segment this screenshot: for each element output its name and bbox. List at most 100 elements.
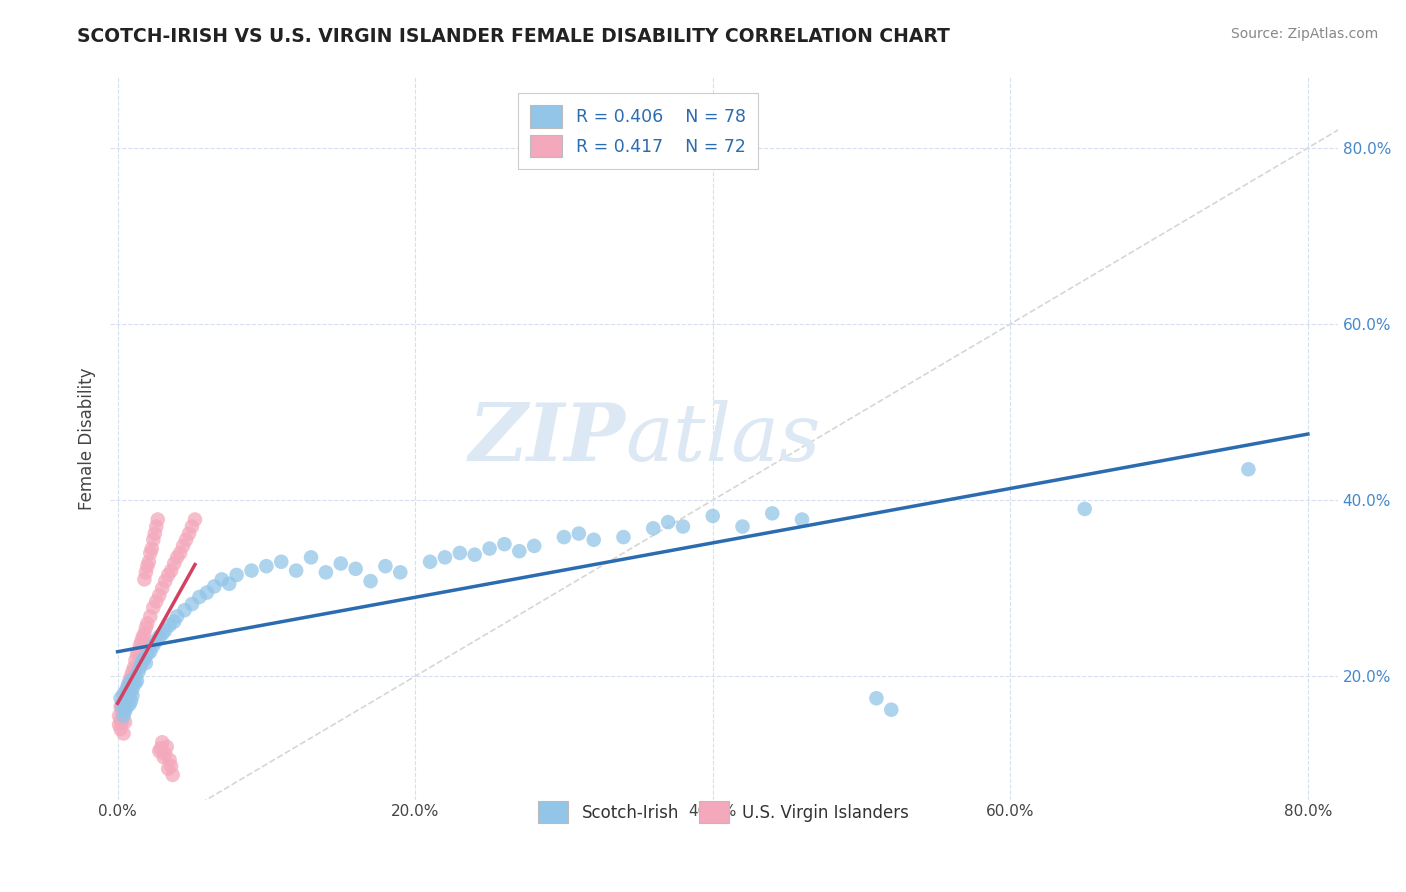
Point xyxy=(136,647,159,661)
Point xyxy=(344,562,367,576)
Point xyxy=(508,544,530,558)
Point xyxy=(612,530,634,544)
Point xyxy=(120,673,142,688)
Point xyxy=(195,585,218,599)
Point xyxy=(761,506,783,520)
Point xyxy=(202,579,225,593)
Point xyxy=(124,653,146,667)
Point xyxy=(138,555,160,569)
Point xyxy=(134,573,156,587)
Point xyxy=(111,714,134,729)
Point xyxy=(131,641,153,656)
Point xyxy=(111,706,134,721)
Point xyxy=(131,634,153,648)
Point xyxy=(110,691,132,706)
Point xyxy=(115,694,138,708)
Point xyxy=(114,705,136,719)
Point xyxy=(117,691,139,706)
Point xyxy=(143,526,166,541)
Point xyxy=(299,550,322,565)
Point xyxy=(124,669,146,683)
Point xyxy=(111,700,134,714)
Point xyxy=(110,713,132,727)
Point xyxy=(114,714,136,729)
Point xyxy=(166,550,188,565)
Point xyxy=(329,557,352,571)
Point xyxy=(218,576,240,591)
Point xyxy=(114,698,136,712)
Point xyxy=(108,717,131,731)
Point xyxy=(155,574,177,588)
Point xyxy=(672,519,695,533)
Point xyxy=(643,521,665,535)
Point xyxy=(464,548,486,562)
Point xyxy=(135,621,157,635)
Point xyxy=(129,660,152,674)
Point xyxy=(118,698,141,712)
Point xyxy=(790,512,813,526)
Point xyxy=(127,644,149,658)
Point xyxy=(117,678,139,692)
Text: SCOTCH-IRISH VS U.S. VIRGIN ISLANDER FEMALE DISABILITY CORRELATION CHART: SCOTCH-IRISH VS U.S. VIRGIN ISLANDER FEM… xyxy=(77,27,950,45)
Point xyxy=(582,533,605,547)
Point xyxy=(163,615,186,629)
Point xyxy=(112,703,135,717)
Point xyxy=(315,566,337,580)
Point xyxy=(702,508,724,523)
Point xyxy=(121,682,143,697)
Point xyxy=(285,564,308,578)
Y-axis label: Female Disability: Female Disability xyxy=(79,368,96,509)
Point xyxy=(118,687,141,701)
Point xyxy=(112,694,135,708)
Text: atlas: atlas xyxy=(626,400,821,477)
Legend: Scotch-Irish, U.S. Virgin Islanders: Scotch-Irish, U.S. Virgin Islanders xyxy=(527,789,921,835)
Point xyxy=(157,762,180,776)
Point xyxy=(166,609,188,624)
Point xyxy=(125,673,148,688)
Point xyxy=(145,519,167,533)
Point xyxy=(121,689,143,703)
Point xyxy=(110,700,132,714)
Point xyxy=(131,656,153,670)
Point xyxy=(112,709,135,723)
Point xyxy=(120,669,142,683)
Point xyxy=(155,624,177,638)
Point xyxy=(121,673,143,688)
Point xyxy=(118,685,141,699)
Point xyxy=(136,559,159,574)
Point xyxy=(139,546,162,560)
Point xyxy=(152,750,174,764)
Point xyxy=(148,630,170,644)
Point xyxy=(163,557,186,571)
Point xyxy=(184,512,207,526)
Point xyxy=(124,676,146,690)
Point xyxy=(169,546,191,560)
Point xyxy=(270,555,292,569)
Point xyxy=(141,541,163,556)
Point xyxy=(172,539,194,553)
Point xyxy=(120,680,142,694)
Point xyxy=(110,722,132,736)
Point xyxy=(139,644,162,658)
Point xyxy=(159,753,181,767)
Point xyxy=(111,698,134,712)
Point xyxy=(523,539,546,553)
Point xyxy=(254,559,277,574)
Point xyxy=(134,651,156,665)
Point xyxy=(135,656,157,670)
Point xyxy=(122,673,145,688)
Point xyxy=(150,627,173,641)
Point xyxy=(657,515,679,529)
Point xyxy=(181,519,204,533)
Point xyxy=(160,759,183,773)
Point xyxy=(1073,502,1095,516)
Point xyxy=(419,555,441,569)
Point xyxy=(150,735,173,749)
Point xyxy=(156,739,179,754)
Point xyxy=(145,594,167,608)
Point xyxy=(108,709,131,723)
Point xyxy=(433,550,456,565)
Point xyxy=(115,682,138,697)
Point xyxy=(157,568,180,582)
Point xyxy=(553,530,575,544)
